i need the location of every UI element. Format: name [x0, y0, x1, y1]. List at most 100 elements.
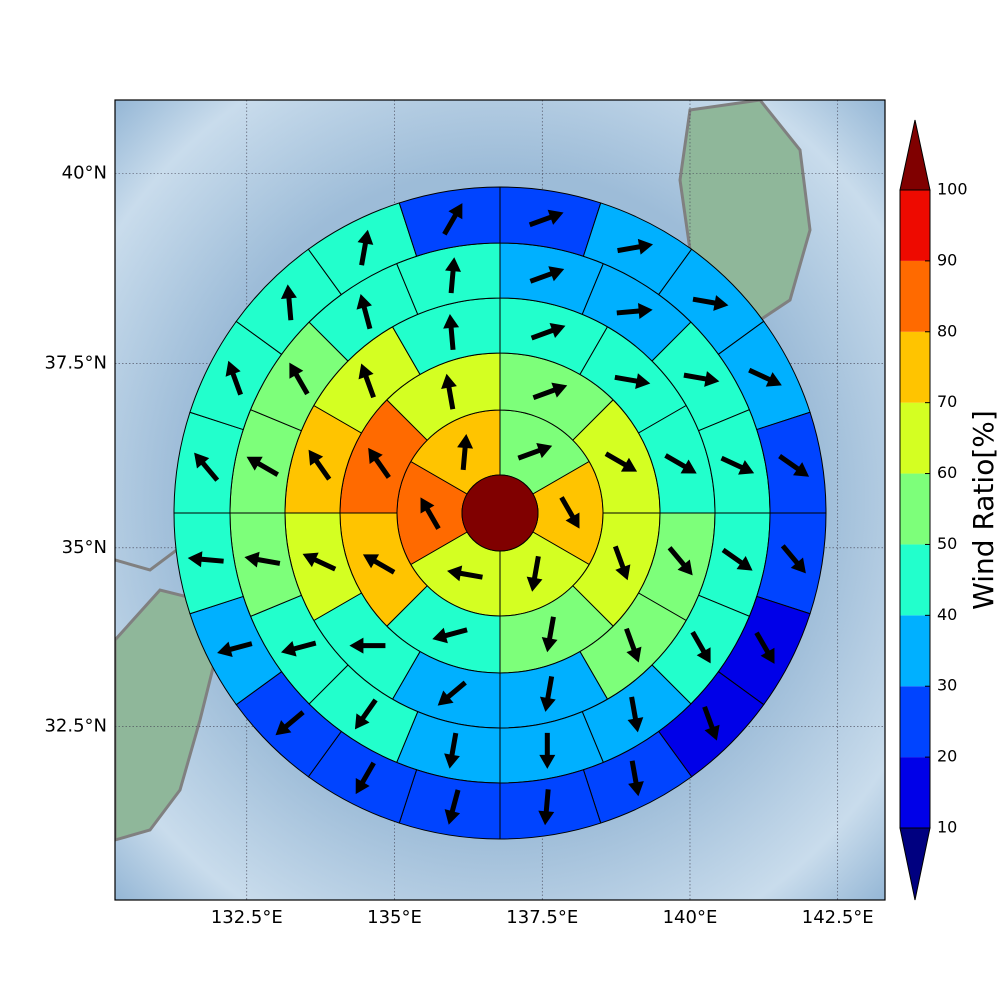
y-tick-label: 40°N: [62, 162, 107, 183]
wind-arrow: [444, 732, 460, 769]
wind-arrow: [275, 710, 305, 736]
colorbar-segment: [900, 190, 930, 261]
wind-arrow: [194, 452, 220, 482]
wind-arrow: [720, 455, 755, 475]
x-tick-label: 140°E: [663, 907, 718, 928]
wind-arrow: [616, 303, 653, 319]
wind-arrow: [559, 496, 580, 529]
wind-arrow: [362, 554, 396, 575]
wind-arrow: [358, 363, 376, 399]
wind-arrow: [244, 551, 281, 568]
colorbar: 10 20 30 40 50 60 70 80 90 100: [899, 119, 968, 901]
wind-arrow: [532, 382, 568, 401]
colorbar-tick-label: 70: [937, 392, 957, 411]
colorbar-tick-label: 60: [937, 463, 957, 482]
wind-arrow: [780, 544, 806, 574]
colorbar-extend: [899, 119, 931, 191]
y-tick-label: 37.5°N: [44, 353, 107, 374]
colorbar-tick-label: 30: [937, 676, 957, 695]
colorbar-segment: [900, 402, 930, 474]
wind-arrow: [754, 631, 775, 664]
wind-arrow: [624, 627, 642, 663]
colorbar-tick-label: 50: [937, 534, 957, 553]
x-tick-label: 132.5°E: [211, 907, 283, 928]
map: [115, 100, 885, 900]
wind-arrow: [692, 295, 729, 311]
wind-arrow: [355, 761, 376, 795]
colorbar-extend: [899, 827, 931, 901]
wind-arrow: [627, 696, 644, 733]
axes: 132.5°E 135°E 137.5°E 140°E 142.5°E 32.5°N 35°…: [44, 162, 873, 928]
wind-arrow: [541, 616, 558, 653]
wind-arrow: [280, 640, 317, 657]
x-tick-label: 137.5°E: [506, 907, 578, 928]
colorbar-segment: [900, 615, 930, 687]
wind-arrow: [441, 373, 457, 410]
colorbar-segment: [900, 473, 930, 545]
wind-arrow: [302, 552, 337, 572]
y-tick-label: 35°N: [62, 537, 107, 558]
wind-arrow: [357, 229, 374, 266]
wind-arrow: [432, 627, 468, 644]
wind-arrow: [529, 266, 565, 284]
colorbar-frame: [899, 189, 931, 829]
wind-arrow: [443, 313, 460, 351]
wind-arrow: [308, 449, 332, 481]
wind-arrow: [442, 203, 463, 236]
wind-arrow: [445, 257, 462, 294]
wind-arrow: [225, 360, 243, 396]
x-tick-label: 135°E: [367, 907, 422, 928]
y-tick-label: 32.5°N: [44, 715, 107, 736]
wind-arrow: [528, 209, 564, 228]
wind-arrow: [246, 456, 279, 477]
wind-arrow: [526, 555, 543, 592]
wind-arrow: [187, 551, 224, 568]
colorbar-tick-label: 20: [937, 747, 957, 766]
wind-arrow: [538, 789, 555, 826]
wind-arrow: [539, 732, 556, 769]
colorbar-tick-label: 80: [937, 321, 957, 340]
colorbar-tick-label: 40: [937, 605, 957, 624]
wind-arrow: [614, 373, 651, 389]
land: [678, 100, 812, 322]
wind-arrow: [604, 451, 638, 472]
land: [115, 588, 217, 842]
wind-arrow: [356, 293, 373, 330]
colorbar-segment: [900, 260, 930, 332]
wind-arrow: [690, 630, 711, 664]
wind-arrow: [702, 705, 720, 741]
colorbar-tick-label: 90: [937, 250, 957, 269]
wind-arrow: [748, 367, 782, 387]
wind-arrow: [628, 760, 644, 797]
colorbar-segment: [900, 544, 930, 616]
wind-arrow: [664, 453, 697, 474]
wind-arrow: [612, 545, 631, 581]
colorbar-segment: [900, 331, 930, 403]
wind-arrow: [517, 443, 553, 461]
wind-arrow: [778, 454, 810, 477]
wind-arrow: [683, 371, 720, 387]
wind-arrow: [354, 698, 378, 730]
wind-arrow: [444, 789, 461, 825]
wind-arrow: [457, 434, 474, 471]
wind-arrow: [368, 447, 391, 479]
colorbar-label: Wind Ratio[%]: [967, 410, 1000, 610]
wind-arrow: [217, 641, 253, 658]
wind-arrow: [420, 497, 441, 530]
arrows: [187, 203, 810, 826]
wind-arrow: [617, 238, 654, 255]
wind-arrow: [721, 547, 753, 571]
colorbar-segment: [900, 757, 930, 828]
colorbar-segment: [900, 686, 930, 758]
wind-arrow: [667, 546, 693, 576]
wind-arrow: [280, 284, 297, 321]
wind-arrow: [437, 680, 467, 706]
colorbar-tick-label: 100: [937, 180, 968, 199]
center-disk: [461, 474, 539, 552]
wind-arrow: [539, 675, 556, 712]
wind-arrow: [530, 323, 566, 341]
plot-frame: [114, 99, 886, 901]
wind-arrow: [349, 637, 386, 654]
colorbar-tick-label: 10: [937, 818, 957, 837]
